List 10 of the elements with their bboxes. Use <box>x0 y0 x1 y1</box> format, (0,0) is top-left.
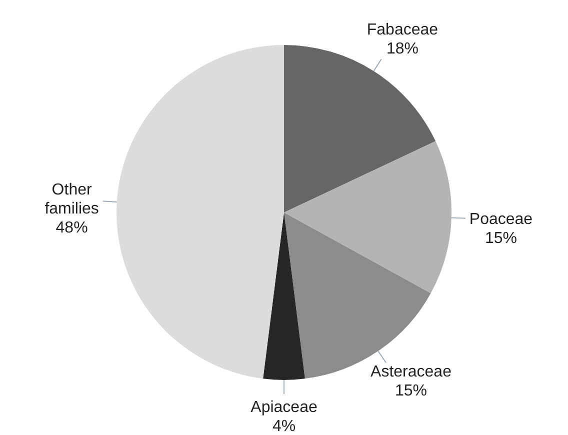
data-label: 15% <box>484 230 517 247</box>
data-label: 4% <box>272 418 296 435</box>
slice-label: Asteraceae <box>370 364 452 381</box>
slice-label: Apiaceae <box>250 398 318 416</box>
data-label: 18% <box>386 40 418 58</box>
slice-label: Poaceae <box>469 210 533 228</box>
data-label: 48% <box>56 219 88 236</box>
slice-label: Fabaceae <box>366 22 438 39</box>
slice-label: Other families <box>44 181 99 218</box>
data-label: 15% <box>395 382 428 400</box>
